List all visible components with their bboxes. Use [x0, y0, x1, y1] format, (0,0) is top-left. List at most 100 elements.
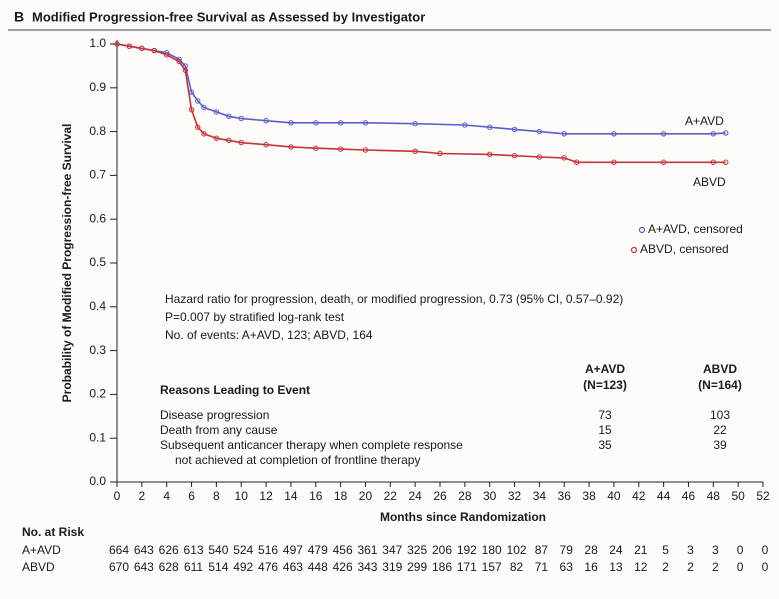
censor-mark: [710, 131, 717, 137]
censor-mark: [139, 45, 145, 52]
at-risk-value: 5: [662, 543, 669, 557]
censor-mark: [313, 120, 319, 126]
y-axis-label: Probability of Modified Progression-free…: [60, 124, 74, 403]
at-risk-value: 299: [407, 560, 427, 574]
at-risk-value: 497: [283, 543, 303, 557]
at-risk-value: 0: [762, 543, 769, 557]
y-tick-label: 0.0: [89, 474, 106, 488]
y-tick-label: 0.3: [89, 343, 106, 357]
y-tick-label: 0.1: [89, 430, 106, 444]
censor-mark: [213, 135, 220, 141]
at-risk-value: 2: [687, 560, 694, 574]
censor-mark: [263, 142, 269, 148]
x-axis-label: Months since Randomization: [380, 510, 546, 524]
censor-mark: [195, 98, 201, 104]
censor-mark: [561, 131, 567, 137]
row-value: 15: [598, 423, 612, 437]
at-risk-value: 664: [109, 543, 129, 557]
at-risk-value: 102: [507, 543, 527, 557]
x-tick-label: 20: [359, 489, 373, 503]
column-header: A+AVD: [585, 362, 625, 376]
censor-mark: [511, 126, 518, 133]
censor-mark: [462, 122, 468, 128]
annotation: P=0.007 by stratified log-rank test: [165, 310, 345, 324]
x-tick-label: 0: [114, 489, 121, 503]
censor-mark: [238, 139, 244, 146]
censor-mark: [511, 152, 518, 159]
at-risk-value: 186: [432, 560, 452, 574]
censor-mark: [660, 159, 667, 165]
x-tick-label: 48: [707, 489, 721, 503]
censor-mark: [238, 115, 244, 122]
censor-mark: [188, 107, 195, 113]
y-tick-label: 0.7: [89, 168, 106, 182]
at-risk-value: 21: [634, 543, 648, 557]
censor-mark: [263, 117, 269, 124]
y-tick-label: 0.2: [89, 387, 106, 401]
legend-label: ABVD, censored: [640, 242, 729, 256]
censor-mark: [151, 47, 157, 54]
y-tick-label: 0.8: [89, 124, 106, 138]
at-risk-value: 16: [584, 560, 598, 574]
y-tick-label: 0.5: [89, 255, 106, 269]
censor-mark: [226, 137, 232, 144]
x-tick-label: 2: [139, 489, 146, 503]
row-value: 39: [713, 438, 727, 452]
at-risk-value: 361: [357, 543, 377, 557]
censor-mark: [313, 145, 319, 151]
x-tick-label: 40: [607, 489, 621, 503]
at-risk-value: 12: [634, 560, 648, 574]
censor-mark: [536, 128, 543, 135]
at-risk-value: 611: [184, 560, 203, 574]
censor-mark: [412, 148, 418, 155]
x-tick-label: 50: [731, 489, 745, 503]
x-tick-label: 44: [657, 489, 671, 503]
row-label: Death from any cause: [160, 423, 278, 437]
x-tick-label: 24: [408, 489, 422, 503]
at-risk-value: 0: [737, 560, 744, 574]
y-tick-label: 0.4: [89, 299, 106, 313]
table-title: Reasons Leading to Event: [160, 383, 310, 397]
censor-mark: [486, 151, 493, 158]
at-risk-value: 325: [407, 543, 427, 557]
at-risk-value: 2: [712, 560, 719, 574]
at-risk-value: 463: [283, 560, 303, 574]
row-value: 35: [598, 438, 612, 452]
at-risk-value: 626: [159, 543, 179, 557]
censor-mark: [611, 131, 617, 137]
x-tick-label: 16: [309, 489, 323, 503]
legend-marker: [638, 226, 646, 234]
row-value: 103: [710, 408, 730, 422]
x-tick-label: 26: [433, 489, 447, 503]
survival-curve: [116, 43, 726, 135]
x-tick-label: 10: [235, 489, 249, 503]
row-label: not achieved at completion of frontline …: [175, 453, 420, 467]
at-risk-value: 524: [233, 543, 253, 557]
at-risk-value: 13: [609, 560, 623, 574]
censor-mark: [201, 104, 207, 111]
censor-mark: [412, 121, 418, 127]
at-risk-value: 516: [258, 543, 278, 557]
at-risk-value: 206: [432, 543, 452, 557]
row-label: Disease progression: [160, 408, 269, 422]
column-n: (N=164): [698, 378, 742, 392]
at-risk-value: 0: [737, 543, 744, 557]
censor-mark: [723, 130, 729, 136]
x-tick-label: 14: [284, 489, 298, 503]
at-risk-value: 2: [662, 560, 669, 574]
annotation: No. of events: A+AVD, 123; ABVD, 164: [165, 328, 373, 342]
censor-mark: [362, 120, 369, 126]
chart-title: Modified Progression-free Survival as As…: [32, 9, 425, 24]
at-risk-value: 71: [535, 560, 549, 574]
x-tick-label: 38: [582, 489, 596, 503]
at-risk-value: 613: [184, 543, 204, 557]
at-risk-value: 540: [208, 543, 228, 557]
at-risk-value: 479: [308, 543, 328, 557]
censor-mark: [660, 131, 667, 137]
x-tick-label: 52: [756, 489, 770, 503]
at-risk-value: 426: [333, 560, 353, 574]
censor-mark: [201, 131, 207, 137]
at-risk-name: ABVD: [22, 560, 55, 574]
